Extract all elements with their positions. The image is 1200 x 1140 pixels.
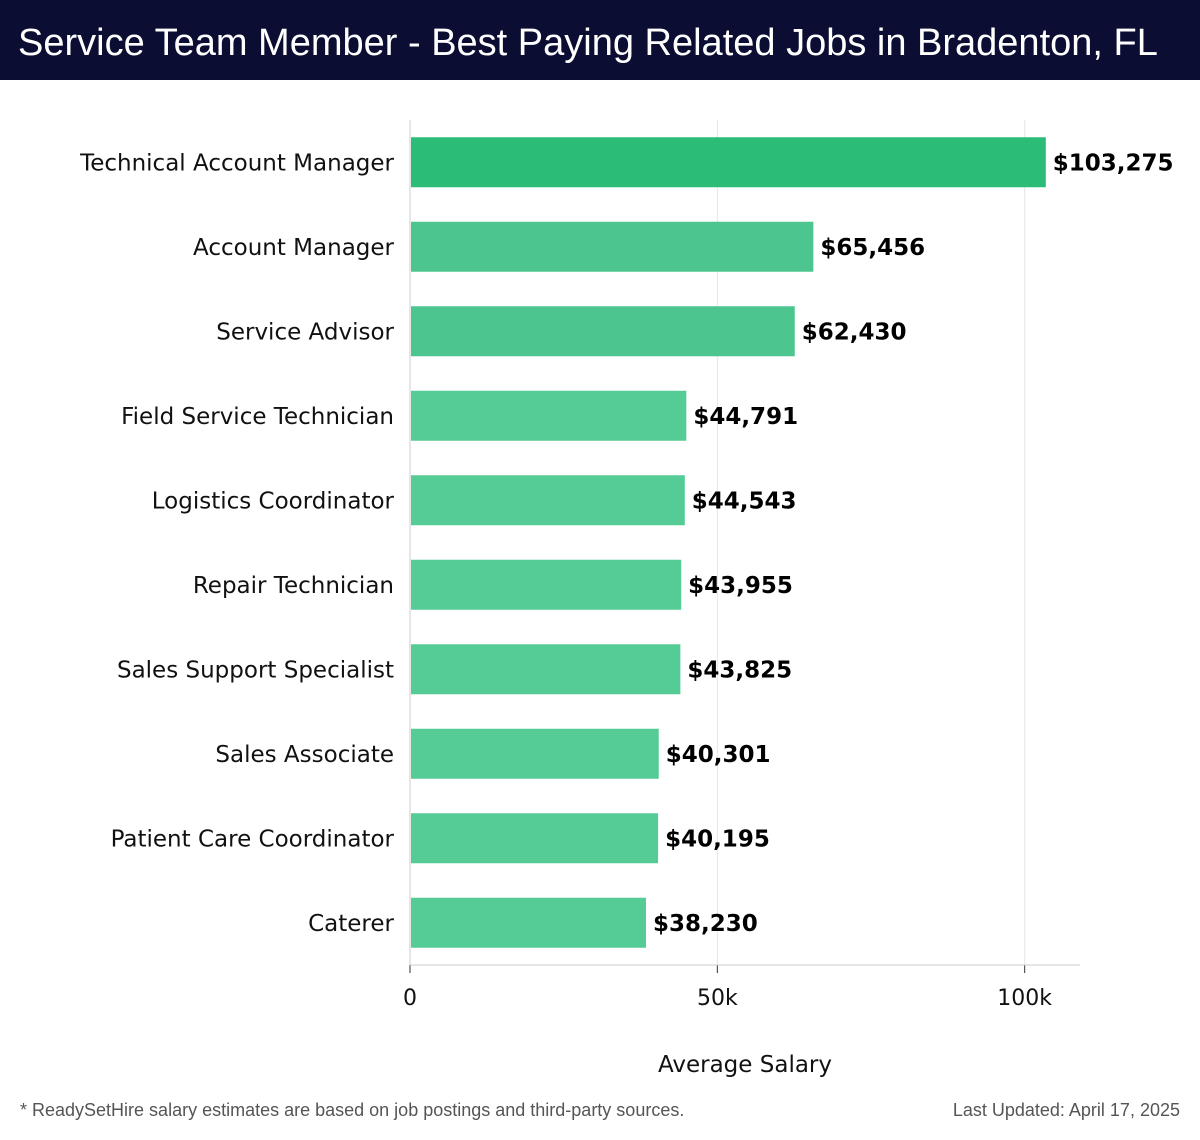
labels: 0 50k 100k Technical Account Manager $103,27… bbox=[79, 150, 1173, 1078]
category-label: Logistics Coordinator bbox=[152, 488, 395, 514]
category-label: Technical Account Manager bbox=[79, 150, 394, 176]
value-label: $62,430 bbox=[802, 319, 907, 345]
value-label: $44,543 bbox=[692, 488, 797, 514]
value-label: $40,195 bbox=[665, 826, 770, 852]
bar bbox=[411, 897, 646, 948]
value-label: $65,456 bbox=[820, 235, 925, 261]
x-tick-label: 50k bbox=[697, 986, 738, 1011]
value-label: $40,301 bbox=[666, 742, 771, 768]
bar bbox=[411, 390, 687, 441]
last-updated: Last Updated: April 17, 2025 bbox=[952, 1100, 1180, 1120]
bars bbox=[411, 137, 1046, 948]
value-label: $103,275 bbox=[1053, 150, 1174, 176]
x-tick-label: 0 bbox=[403, 986, 417, 1011]
category-label: Service Advisor bbox=[216, 319, 394, 345]
category-label: Patient Care Coordinator bbox=[111, 826, 395, 852]
bar bbox=[411, 221, 814, 272]
category-label: Repair Technician bbox=[193, 573, 394, 599]
x-axis-title: Average Salary bbox=[658, 1052, 832, 1078]
value-label: $38,230 bbox=[653, 911, 758, 937]
header-bar: Service Team Member - Best Paying Relate… bbox=[0, 0, 1200, 80]
category-label: Field Service Technician bbox=[121, 404, 394, 430]
category-label: Account Manager bbox=[193, 235, 395, 261]
bar bbox=[411, 644, 681, 695]
value-label: $44,791 bbox=[693, 404, 798, 430]
bar bbox=[411, 137, 1046, 188]
footnote: * ReadySetHire salary estimates are base… bbox=[20, 1100, 685, 1120]
axes bbox=[409, 120, 1080, 973]
bar bbox=[411, 813, 659, 864]
page-title: Service Team Member - Best Paying Relate… bbox=[18, 22, 1158, 64]
value-label: $43,825 bbox=[687, 657, 792, 683]
bar bbox=[411, 306, 795, 357]
bar bbox=[411, 728, 659, 779]
x-tick-label: 100k bbox=[997, 986, 1052, 1011]
value-label: $43,955 bbox=[688, 573, 793, 599]
category-label: Sales Support Specialist bbox=[117, 657, 394, 683]
category-label: Caterer bbox=[308, 911, 394, 937]
bar bbox=[411, 559, 682, 610]
salary-bar-chart: 0 50k 100k Technical Account Manager $103,27… bbox=[79, 120, 1174, 1078]
category-label: Sales Associate bbox=[215, 742, 394, 768]
bar bbox=[411, 475, 685, 526]
